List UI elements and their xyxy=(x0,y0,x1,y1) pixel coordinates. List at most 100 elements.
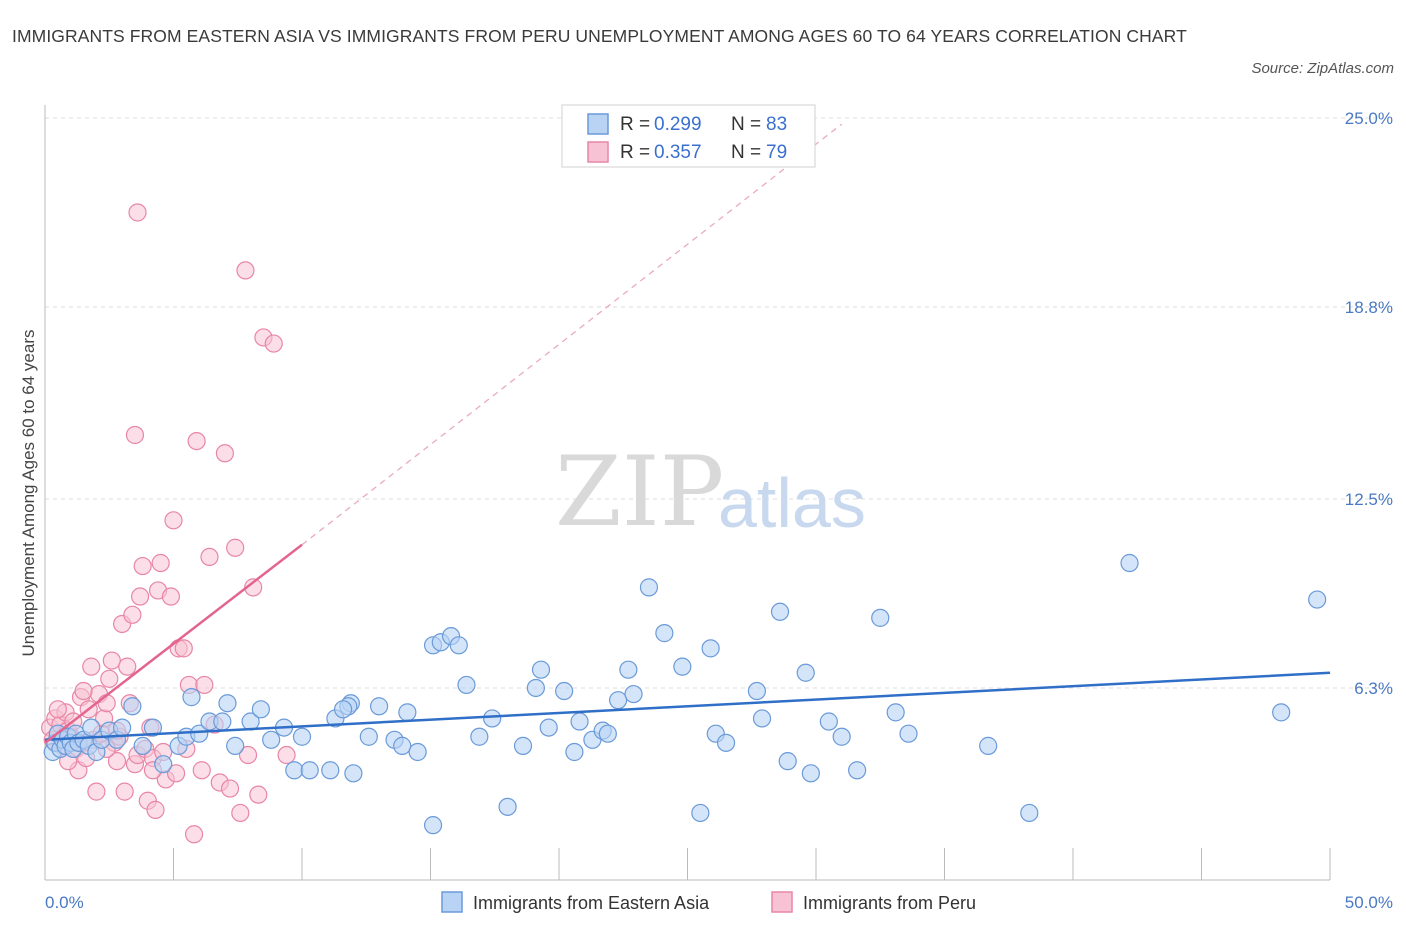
peru-point xyxy=(82,657,101,676)
peru-point xyxy=(264,334,283,353)
eastern-asia-point xyxy=(300,761,319,780)
y-axis-title: Unemployment Among Ages 60 to 64 years xyxy=(19,330,38,657)
bottom-legend-label-blue: Immigrants from Eastern Asia xyxy=(473,893,710,913)
legend-r-value-1: 0.299 xyxy=(654,114,702,135)
legend-r-value-2: 0.357 xyxy=(654,142,702,163)
eastern-asia-trend-line xyxy=(44,671,1331,742)
eastern-asia-point xyxy=(747,681,766,701)
legend-n-value-2: 79 xyxy=(766,142,787,163)
eastern-asia-point xyxy=(182,688,201,707)
eastern-asia-point xyxy=(796,663,815,682)
peru-point xyxy=(115,782,134,801)
grid-lines xyxy=(45,117,1375,689)
peru-point xyxy=(118,657,137,676)
peru-point xyxy=(107,752,127,771)
eastern-asia-point xyxy=(619,660,638,679)
x-tick-label-0: 0.0% xyxy=(45,893,84,912)
peru-point xyxy=(151,553,170,573)
peru-point xyxy=(277,745,296,765)
eastern-asia-point xyxy=(1272,703,1291,722)
peru-point xyxy=(100,669,119,688)
eastern-asia-point xyxy=(539,718,558,737)
eastern-asia-point xyxy=(226,736,245,755)
eastern-asia-point xyxy=(691,803,710,823)
y-tick-label-1: 12.5% xyxy=(1345,490,1393,509)
eastern-asia-points xyxy=(43,553,1327,835)
peru-point xyxy=(48,700,67,719)
series-legend: Immigrants from Eastern Asia Immigrants … xyxy=(441,891,976,913)
peru-point xyxy=(123,605,142,624)
y-tick-labels: 6.3% 12.5% 18.8% 25.0% xyxy=(1345,109,1393,698)
eastern-asia-point xyxy=(344,764,363,783)
eastern-asia-point xyxy=(886,703,905,722)
eastern-asia-point xyxy=(899,724,918,743)
legend-swatch-blue xyxy=(587,113,609,135)
eastern-asia-point xyxy=(213,712,232,731)
peru-point xyxy=(74,681,93,701)
eastern-asia-point xyxy=(393,736,412,755)
peru-point xyxy=(161,587,181,606)
peru-point xyxy=(102,651,121,670)
y-tick-label-0: 6.3% xyxy=(1354,679,1393,698)
eastern-asia-point xyxy=(154,755,173,774)
eastern-asia-point xyxy=(321,761,340,780)
eastern-asia-point xyxy=(123,697,142,716)
eastern-asia-point xyxy=(752,709,772,728)
eastern-asia-point xyxy=(82,718,101,737)
eastern-asia-point xyxy=(871,608,890,627)
eastern-asia-point xyxy=(408,742,427,762)
peru-point xyxy=(192,761,211,780)
eastern-asia-point xyxy=(570,712,589,731)
eastern-asia-point xyxy=(1308,590,1327,609)
eastern-asia-point xyxy=(449,636,468,655)
eastern-asia-point xyxy=(498,797,517,816)
peru-point xyxy=(231,803,250,823)
legend-swatch-pink xyxy=(587,141,609,163)
watermark-atlas: atlas xyxy=(718,464,866,542)
peru-point xyxy=(226,538,245,557)
eastern-asia-point xyxy=(848,761,867,780)
peru-point xyxy=(215,444,234,463)
legend-n-label-1: N = xyxy=(731,114,761,135)
eastern-asia-point xyxy=(673,657,692,676)
peru-trend-line xyxy=(44,543,303,744)
eastern-asia-point xyxy=(218,694,237,713)
stats-legend: R = 0.299 N = 83 R = 0.357 N = 79 xyxy=(561,104,816,168)
chart-source: Source: ZipAtlas.com xyxy=(1251,60,1394,77)
eastern-asia-point xyxy=(398,703,417,722)
eastern-asia-point xyxy=(716,733,736,752)
eastern-asia-point xyxy=(334,700,353,719)
eastern-asia-point xyxy=(143,718,163,737)
peru-point xyxy=(236,261,255,280)
peru-point xyxy=(195,675,214,695)
trend-extension xyxy=(301,123,843,546)
eastern-asia-point xyxy=(609,691,628,710)
peru-point xyxy=(128,203,147,222)
peru-point xyxy=(249,785,268,804)
peru-point xyxy=(238,745,258,765)
eastern-asia-point xyxy=(292,727,312,746)
eastern-asia-point xyxy=(1020,803,1039,823)
eastern-asia-point xyxy=(251,700,270,719)
y-tick-label-3: 25.0% xyxy=(1345,109,1393,128)
eastern-asia-point xyxy=(531,660,551,679)
x-tick-label-1: 50.0% xyxy=(1345,893,1393,912)
eastern-asia-point xyxy=(598,724,617,743)
eastern-asia-point xyxy=(1120,553,1139,573)
eastern-asia-point xyxy=(624,684,643,704)
eastern-asia-point xyxy=(555,681,574,701)
peru-point xyxy=(130,587,150,606)
eastern-asia-point xyxy=(801,764,820,783)
eastern-asia-point xyxy=(359,727,378,746)
eastern-asia-point xyxy=(190,724,209,743)
peru-point xyxy=(164,511,183,530)
eastern-asia-point xyxy=(262,730,281,749)
legend-r-label-2: R = xyxy=(620,142,650,163)
peru-point xyxy=(220,779,240,798)
peru-point xyxy=(125,425,145,445)
eastern-asia-point xyxy=(423,816,443,835)
eastern-asia-point xyxy=(457,675,476,695)
eastern-asia-point xyxy=(778,752,797,771)
trend-lines xyxy=(44,543,1331,744)
peru-trend-extension xyxy=(301,123,843,546)
